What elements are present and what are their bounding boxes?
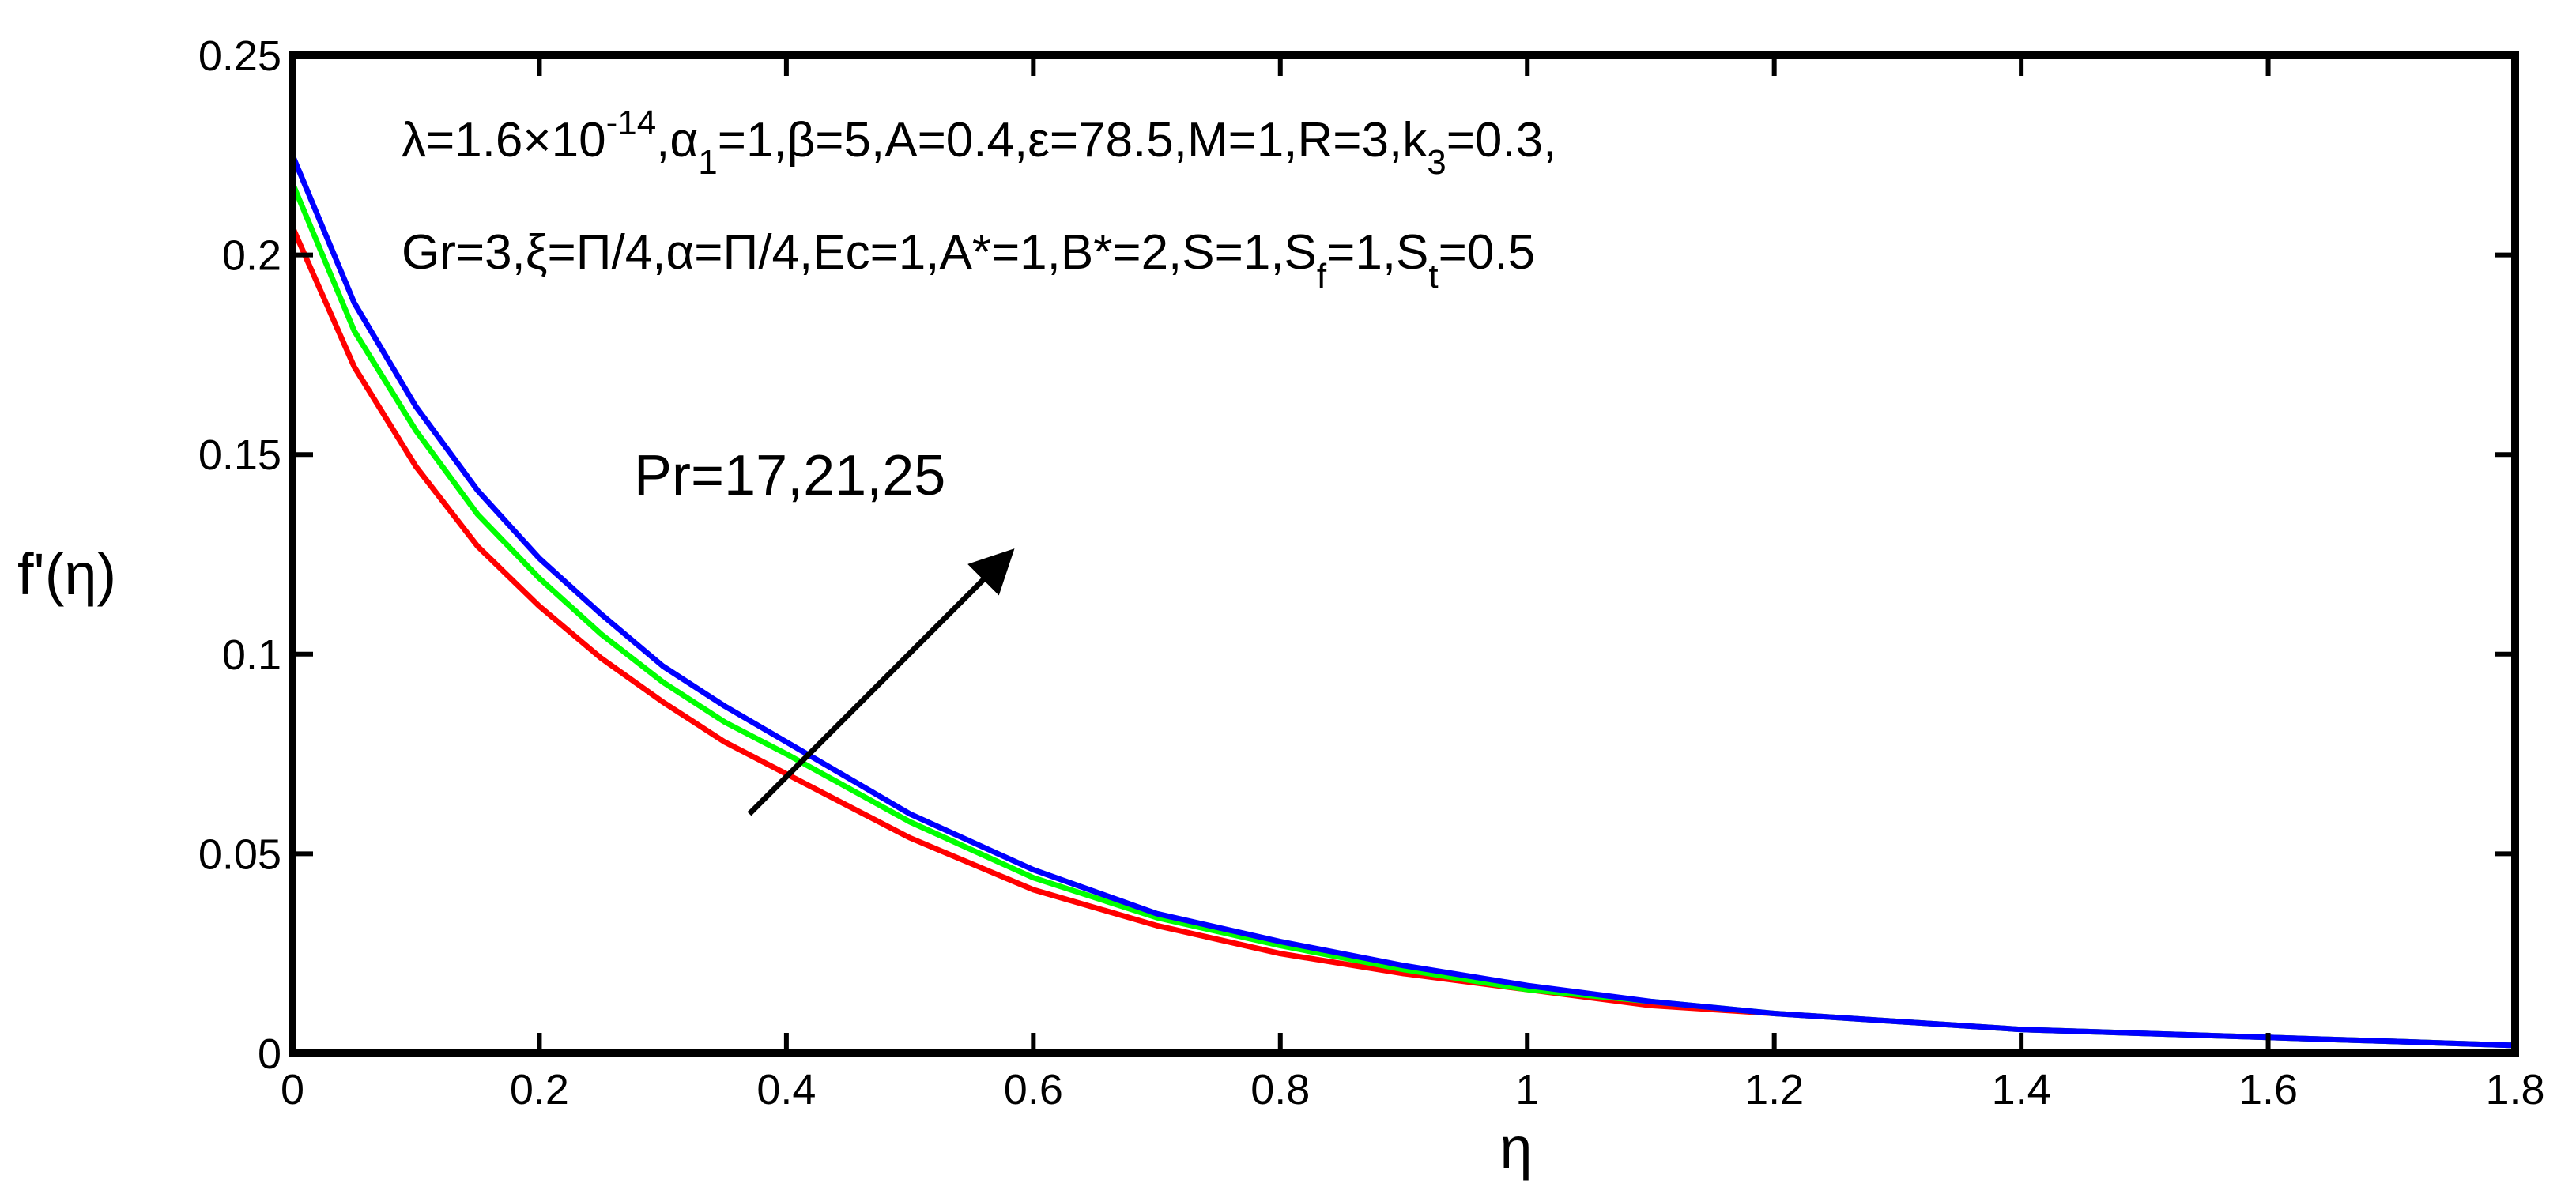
ticks-layer: 0 0.2 0.4 0.6 0.8 1 1.2 1.4 1.6 1.8 0 0.05 0.1 0.15 0.…: [198, 32, 2545, 1113]
y-tick-label-2: 0.1: [222, 631, 281, 679]
series-line-3: [289, 153, 2516, 1049]
parameter-line-1-rest: =1,β=5,A=0.4,ε=78.5,M=1,R=3,k: [718, 113, 1428, 168]
y-tick-label-3: 0.15: [198, 431, 281, 479]
y-axis-label: f'(η): [17, 541, 116, 607]
y-tick-label-0: 0: [258, 1030, 281, 1078]
parameter-annotation: λ=1.6×10-14,α1=1,β=5,A=0.4,ε=78.5,M=1,R=…: [402, 104, 1556, 296]
parameter-line-2-mid: =1,S: [1326, 225, 1428, 280]
alpha-subscript: 1: [698, 143, 717, 182]
k-tail: =0.3,: [1446, 113, 1557, 168]
y-tick-label-1: 0.05: [198, 831, 281, 878]
x-tick-label-0: 0: [281, 1066, 304, 1113]
x-tick-label-3: 0.6: [1004, 1066, 1063, 1113]
parameter-line-2-tail: =0.5: [1439, 225, 1535, 280]
x-tick-label-9: 1.8: [2485, 1066, 2544, 1113]
parameter-line-1: λ=1.6×10-14,α1=1,β=5,A=0.4,ε=78.5,M=1,R=…: [402, 104, 1556, 182]
trend-arrow: [747, 548, 1015, 816]
x-tick-label-5: 1: [1515, 1066, 1539, 1113]
lambda-exponent: -14: [606, 104, 657, 142]
y-tick-label-4: 0.2: [222, 232, 281, 280]
series-layer: [289, 153, 2516, 1049]
x-tick-label-8: 1.6: [2238, 1066, 2298, 1113]
alpha-prefix: ,α: [656, 113, 698, 168]
x-tick-label-1: 0.2: [510, 1066, 569, 1113]
parameter-line-2: Gr=3,ξ=Π/4,α=Π/4,Ec=1,A*=1,B*=2,S=1,Sf=1…: [402, 225, 1535, 296]
x-tick-label-7: 1.4: [1992, 1066, 2051, 1113]
x-tick-label-2: 0.4: [756, 1066, 816, 1113]
k-subscript: 3: [1427, 143, 1446, 182]
lambda-prefix: λ=1.6×10: [402, 113, 606, 168]
x-axis-label: η: [1499, 1115, 1532, 1181]
sf-subscript: f: [1317, 257, 1327, 296]
x-tick-label-6: 1.2: [1744, 1066, 1804, 1113]
parameter-line-2-head: Gr=3,ξ=Π/4,α=Π/4,Ec=1,A*=1,B*=2,S=1,S: [402, 225, 1317, 280]
st-subscript: t: [1428, 257, 1438, 296]
x-tick-label-4: 0.8: [1250, 1066, 1310, 1113]
trend-label: Pr=17,21,25: [634, 444, 945, 507]
plot-frame: [289, 51, 2519, 1057]
y-tick-label-5: 0.25: [198, 32, 281, 80]
